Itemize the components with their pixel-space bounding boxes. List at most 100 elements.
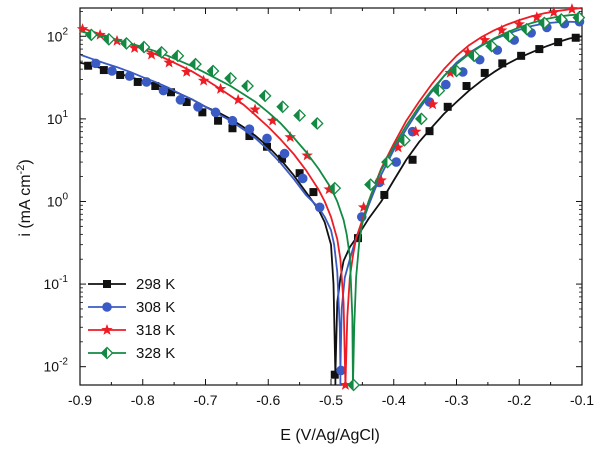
data-point (227, 115, 238, 126)
data-point (128, 42, 141, 53)
marker-fill (521, 23, 527, 35)
data-point (443, 102, 452, 111)
data-point (397, 133, 411, 147)
data-point (480, 68, 489, 77)
marker-fill (468, 50, 475, 62)
data-point (155, 45, 168, 59)
data-point (392, 141, 404, 153)
legend-item-318-k: 318 K (88, 322, 175, 339)
data-point (517, 51, 526, 60)
data-point (479, 34, 491, 45)
data-point (314, 202, 325, 213)
data-point (189, 57, 202, 71)
data-point (414, 112, 428, 126)
marker-fill (486, 40, 492, 52)
x-tick-label: -0.4 (382, 392, 406, 408)
data-point (210, 107, 221, 118)
data-point (182, 98, 191, 107)
data-point (278, 154, 287, 163)
x-tick-label: -0.9 (68, 392, 92, 408)
legend-marker (103, 280, 111, 288)
series-line (79, 20, 583, 372)
data-point (330, 370, 339, 379)
data-point (258, 89, 272, 103)
data-point (426, 98, 439, 110)
data-point (531, 11, 543, 23)
data-point (535, 45, 544, 54)
data-point (328, 181, 342, 195)
data-point (498, 59, 507, 68)
data-point (391, 157, 402, 167)
data-point (197, 74, 210, 86)
x-tick-label: -0.7 (193, 392, 217, 408)
data-point (249, 103, 261, 115)
legend-label: 318 K (136, 322, 175, 339)
data-point (410, 125, 422, 137)
data-point (214, 116, 223, 125)
marker-fill (555, 13, 562, 25)
data-point (145, 48, 158, 60)
data-point (572, 11, 586, 25)
marker-fill (242, 80, 248, 92)
data-point (485, 39, 499, 53)
ticks: -0.9 -0.8 -0.7 -0.6 -0.5 -0.4 -0.3 -0.2 -0.1 10-2… (44, 8, 594, 408)
legend-item-298-k: 298 K (88, 276, 175, 293)
data-point (380, 190, 389, 199)
marker-fill (85, 29, 92, 41)
data-point (198, 108, 207, 117)
marker-fill (311, 117, 318, 129)
data-point (381, 155, 394, 169)
marker-fill (415, 113, 422, 125)
data-point (76, 23, 89, 34)
marker-fill (225, 72, 231, 84)
data-point (84, 28, 98, 42)
y-tick-label: 101 (47, 109, 69, 127)
data-point (444, 66, 456, 78)
marker-fill (103, 33, 109, 45)
data-point (520, 22, 534, 36)
data-point (336, 365, 346, 376)
data-point (310, 117, 324, 130)
data-point (502, 29, 516, 43)
x-tick-label: -0.3 (444, 392, 468, 408)
y-tick-label: 102 (47, 26, 69, 44)
marker-fill (294, 109, 300, 121)
y-tick-label: 10-2 (44, 357, 69, 375)
marker-fill (329, 182, 335, 194)
data-point (301, 149, 313, 161)
marker-fill (172, 50, 178, 62)
marker-fill (433, 85, 439, 97)
data-point (241, 79, 254, 93)
data-point (408, 155, 417, 164)
data-point (375, 174, 387, 186)
data-point (151, 82, 160, 91)
data-point (116, 70, 125, 79)
data-point (206, 64, 220, 78)
series-line (79, 13, 583, 386)
series-298-k (79, 33, 583, 385)
data-point (548, 6, 560, 18)
data-point (462, 82, 471, 91)
marker-fill (398, 134, 405, 146)
marker-fill (451, 65, 457, 77)
data-point (339, 379, 352, 390)
data-point (99, 66, 108, 75)
marker-fill (538, 17, 545, 29)
legend-marker (100, 346, 114, 360)
data-point (432, 84, 446, 98)
data-point (495, 24, 508, 36)
marker-fill (101, 347, 107, 359)
marker-fill (365, 179, 371, 191)
data-point (94, 28, 106, 40)
data-point (441, 79, 451, 90)
marker-fill (259, 90, 266, 102)
x-axis-title: E (V/Ag/AgCl) (280, 427, 380, 444)
marker-fill (348, 379, 354, 391)
x-tick-label: -0.6 (256, 392, 280, 408)
data-point (107, 66, 117, 76)
data-point (228, 124, 237, 133)
marker-fill (207, 65, 214, 77)
data-point (214, 83, 227, 94)
marker-fill (573, 12, 579, 24)
legend-label: 298 K (136, 276, 175, 293)
